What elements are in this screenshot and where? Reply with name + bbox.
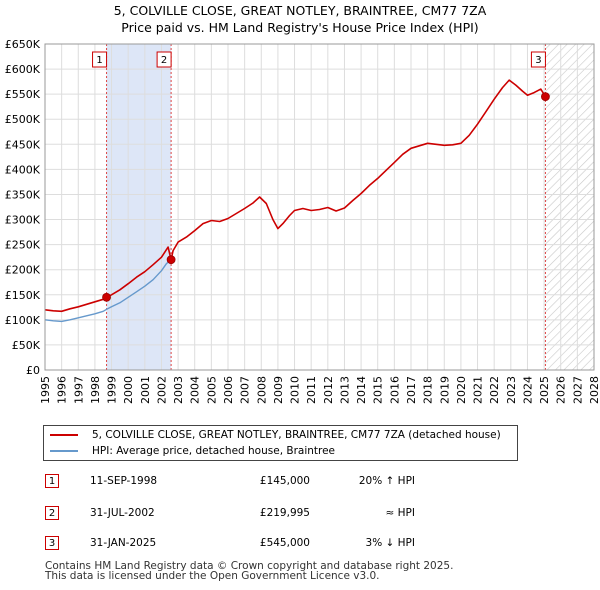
x-tick-label: 2020: [455, 376, 468, 404]
y-tick-label: £300K: [5, 214, 41, 227]
legend-item-hpi: HPI: Average price, detached house, Brai…: [50, 445, 335, 457]
y-tick-label: £150K: [5, 289, 41, 302]
sale-point: [102, 292, 111, 302]
x-tick-label: 2009: [272, 376, 285, 404]
sale-price: £219,995: [259, 507, 310, 519]
x-tick-label: 2025: [538, 376, 551, 404]
legend-label-property: 5, COLVILLE CLOSE, GREAT NOTLEY, BRAINTR…: [92, 429, 501, 441]
sale-label-box: [530, 51, 546, 68]
sale-date: 11-SEP-1998: [90, 475, 158, 487]
x-tick-label: 2004: [189, 376, 202, 404]
x-tick-label: 2019: [438, 376, 451, 404]
table-row: 2 31-JUL-2002 £219,995 ≈ HPI: [45, 506, 545, 522]
sale-label-number: 2: [161, 55, 167, 66]
x-tick-label: 2003: [172, 376, 185, 404]
chart-subtitle: Price paid vs. HM Land Registry's House …: [121, 20, 479, 35]
x-tick-label: 2021: [472, 376, 485, 404]
x-tick-label: 2006: [222, 376, 235, 404]
footer-line-2: This data is licensed under the Open Gov…: [45, 570, 380, 582]
footer-line-1: Contains HM Land Registry data © Crown c…: [45, 560, 454, 572]
sale-price: £545,000: [259, 537, 310, 549]
x-tick-label: 2028: [588, 376, 600, 404]
y-tick-label: £500K: [5, 113, 41, 126]
x-tick-label: 2017: [405, 376, 418, 404]
footer-notice: Contains HM Land Registry data © Crown c…: [45, 560, 454, 582]
y-tick-label: £50K: [12, 339, 41, 352]
x-tick-label: 1995: [39, 376, 52, 404]
forecast-hatch-area: [545, 44, 594, 370]
sale-price: £145,000: [259, 475, 310, 487]
table-row: 3 31-JAN-2025 £545,000 3% ↓ HPI: [45, 536, 545, 552]
x-tick-label: 1997: [72, 376, 85, 404]
x-tick-label: 2014: [355, 376, 368, 404]
x-tick-label: 2027: [571, 376, 584, 404]
sale-label-box: [156, 51, 172, 68]
x-tick-label: 2013: [338, 376, 351, 404]
sale-label-number: 1: [96, 55, 102, 66]
x-tick-label: 2010: [289, 376, 302, 404]
y-tick-label: £250K: [5, 239, 41, 252]
x-tick-label: 2007: [239, 376, 252, 404]
legend-item-property: 5, COLVILLE CLOSE, GREAT NOTLEY, BRAINTR…: [50, 429, 501, 441]
legend-swatch-property: [50, 434, 78, 436]
x-tick-label: 2023: [505, 376, 518, 404]
x-tick-label: 2000: [122, 376, 135, 404]
sale-hpi-comparison: ≈ HPI: [385, 507, 415, 519]
y-tick-label: £650K: [5, 38, 41, 51]
x-tick-label: 2015: [372, 376, 385, 404]
y-tick-label: £350K: [5, 188, 41, 201]
legend-swatch-hpi: [50, 450, 78, 452]
x-tick-label: 2016: [388, 376, 401, 404]
x-tick-label: 2001: [139, 376, 152, 404]
sale-date: 31-JUL-2002: [90, 507, 155, 519]
sale-hpi-comparison: 20% ↑ HPI: [358, 475, 415, 487]
y-tick-label: £550K: [5, 88, 41, 101]
sale-point: [541, 92, 550, 102]
price-chart: £0 £50K £100K £150K £200K £250K £300K £350K £400…: [5, 38, 600, 404]
y-tick-label: £400K: [5, 163, 41, 176]
hpi-line: [44, 259, 172, 323]
x-tick-label: 2026: [555, 376, 568, 404]
y-tick-label: £0: [26, 364, 40, 377]
chart-legend: 5, COLVILLE CLOSE, GREAT NOTLEY, BRAINTR…: [43, 425, 518, 461]
chart-title-main: 5, COLVILLE CLOSE, GREAT NOTLEY, BRAINTR…: [113, 3, 487, 18]
shaded-ownership-period: [106, 44, 172, 370]
plot-border: [44, 43, 595, 371]
x-tick-label: 2002: [155, 376, 168, 404]
sale-date: 31-JAN-2025: [90, 537, 157, 549]
x-tick-label: 1999: [106, 376, 119, 404]
sale-hpi-comparison: 3% ↓ HPI: [365, 537, 415, 549]
y-tick-label: £100K: [5, 314, 41, 327]
sale-label-number: 3: [535, 55, 541, 66]
y-tick-label: £200K: [5, 264, 41, 277]
y-tick-label: £600K: [5, 63, 41, 76]
sale-label-box: [92, 51, 108, 68]
property-price-line: [44, 79, 547, 313]
x-tick-label: 2024: [521, 376, 534, 404]
x-tick-label: 2022: [488, 376, 501, 404]
x-tick-label: 1998: [89, 376, 102, 404]
x-tick-label: 1996: [56, 376, 69, 404]
x-tick-label: 2005: [205, 376, 218, 404]
sale-point: [166, 255, 176, 265]
x-tick-label: 2012: [322, 376, 335, 404]
sale-number-badge: 3: [45, 536, 59, 550]
legend-label-hpi: HPI: Average price, detached house, Brai…: [92, 445, 336, 457]
x-tick-label: 2018: [422, 376, 435, 404]
sale-number-badge: 2: [45, 506, 59, 520]
table-row: 1 11-SEP-1998 £145,000 20% ↑ HPI: [45, 474, 545, 490]
y-tick-label: £450K: [5, 138, 41, 151]
sale-number-badge: 1: [45, 474, 59, 488]
chart-title: 5, COLVILLE CLOSE, GREAT NOTLEY, BRAINTR…: [0, 2, 600, 36]
x-tick-label: 2008: [255, 376, 268, 404]
x-tick-label: 2011: [305, 376, 318, 404]
